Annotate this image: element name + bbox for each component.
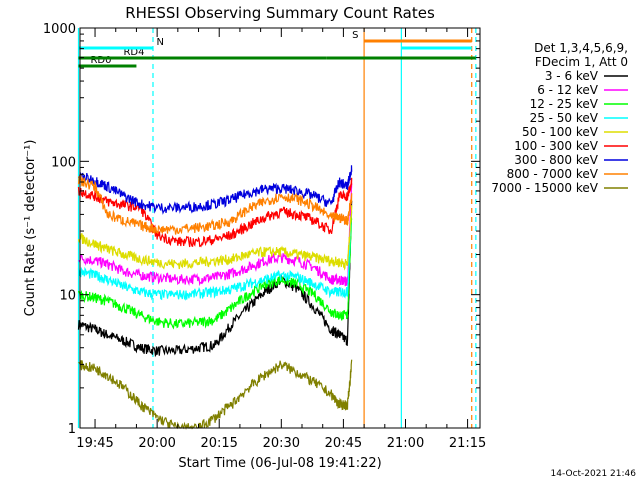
legend-label: 6 - 12 keV <box>537 83 599 97</box>
legend-label: 7000 - 15000 keV <box>491 181 598 195</box>
x-axis: 19:45 20:00 20:15 20:30 20:45 21:00 21:15 <box>76 28 486 451</box>
x-tick-label: 20:00 <box>138 436 175 451</box>
y-axis: 1 10 100 1000 <box>43 22 480 437</box>
series-line <box>77 165 353 215</box>
legend-header-line-1: Det 1,3,4,5,6,9, <box>534 41 628 55</box>
y-tick-label: 1000 <box>43 22 76 37</box>
series-line <box>77 205 353 271</box>
plot-content: RD0 RD4 N S <box>77 28 477 431</box>
y-tick-label: 1 <box>68 422 76 437</box>
flag-label: N <box>156 37 163 48</box>
flag-label: RD4 <box>123 47 144 58</box>
series-line <box>77 174 353 235</box>
chart-title: RHESSI Observing Summary Count Rates <box>125 4 435 22</box>
x-tick-label: 21:00 <box>387 436 424 451</box>
flag-label: RD0 <box>90 55 111 66</box>
series-line <box>77 177 353 248</box>
legend-header-line-2: FDecim 1, Att 0 <box>535 55 628 69</box>
series-line <box>77 217 353 330</box>
legend-label: 50 - 100 keV <box>522 125 599 139</box>
legend-label: 300 - 800 keV <box>514 153 598 167</box>
x-tick-label: 21:15 <box>449 436 486 451</box>
x-tick-label: 20:45 <box>325 436 362 451</box>
footer-date: 14-Oct-2021 21:46 <box>551 469 637 479</box>
x-tick-label: 20:15 <box>200 436 237 451</box>
series-line <box>78 183 353 287</box>
y-tick-label: 10 <box>59 289 76 304</box>
y-axis-label: Count Rate (s⁻¹ detector⁻¹) <box>23 140 38 317</box>
series-line <box>77 211 353 301</box>
legend-label: 800 - 7000 keV <box>507 167 599 181</box>
y-tick-label: 100 <box>51 155 76 170</box>
x-tick-label: 19:45 <box>76 436 113 451</box>
legend-label: 12 - 25 keV <box>530 97 599 111</box>
series-line <box>78 359 353 431</box>
plot-frame <box>79 27 481 429</box>
flag-label: S <box>352 30 358 41</box>
legend-label: 100 - 300 keV <box>514 139 598 153</box>
x-axis-label: Start Time (06-Jul-08 19:41:22) <box>178 456 381 471</box>
legend-label: 25 - 50 keV <box>530 111 599 125</box>
legend-label: 3 - 6 keV <box>545 69 599 83</box>
x-tick-label: 20:30 <box>263 436 300 451</box>
series-line <box>77 200 353 358</box>
